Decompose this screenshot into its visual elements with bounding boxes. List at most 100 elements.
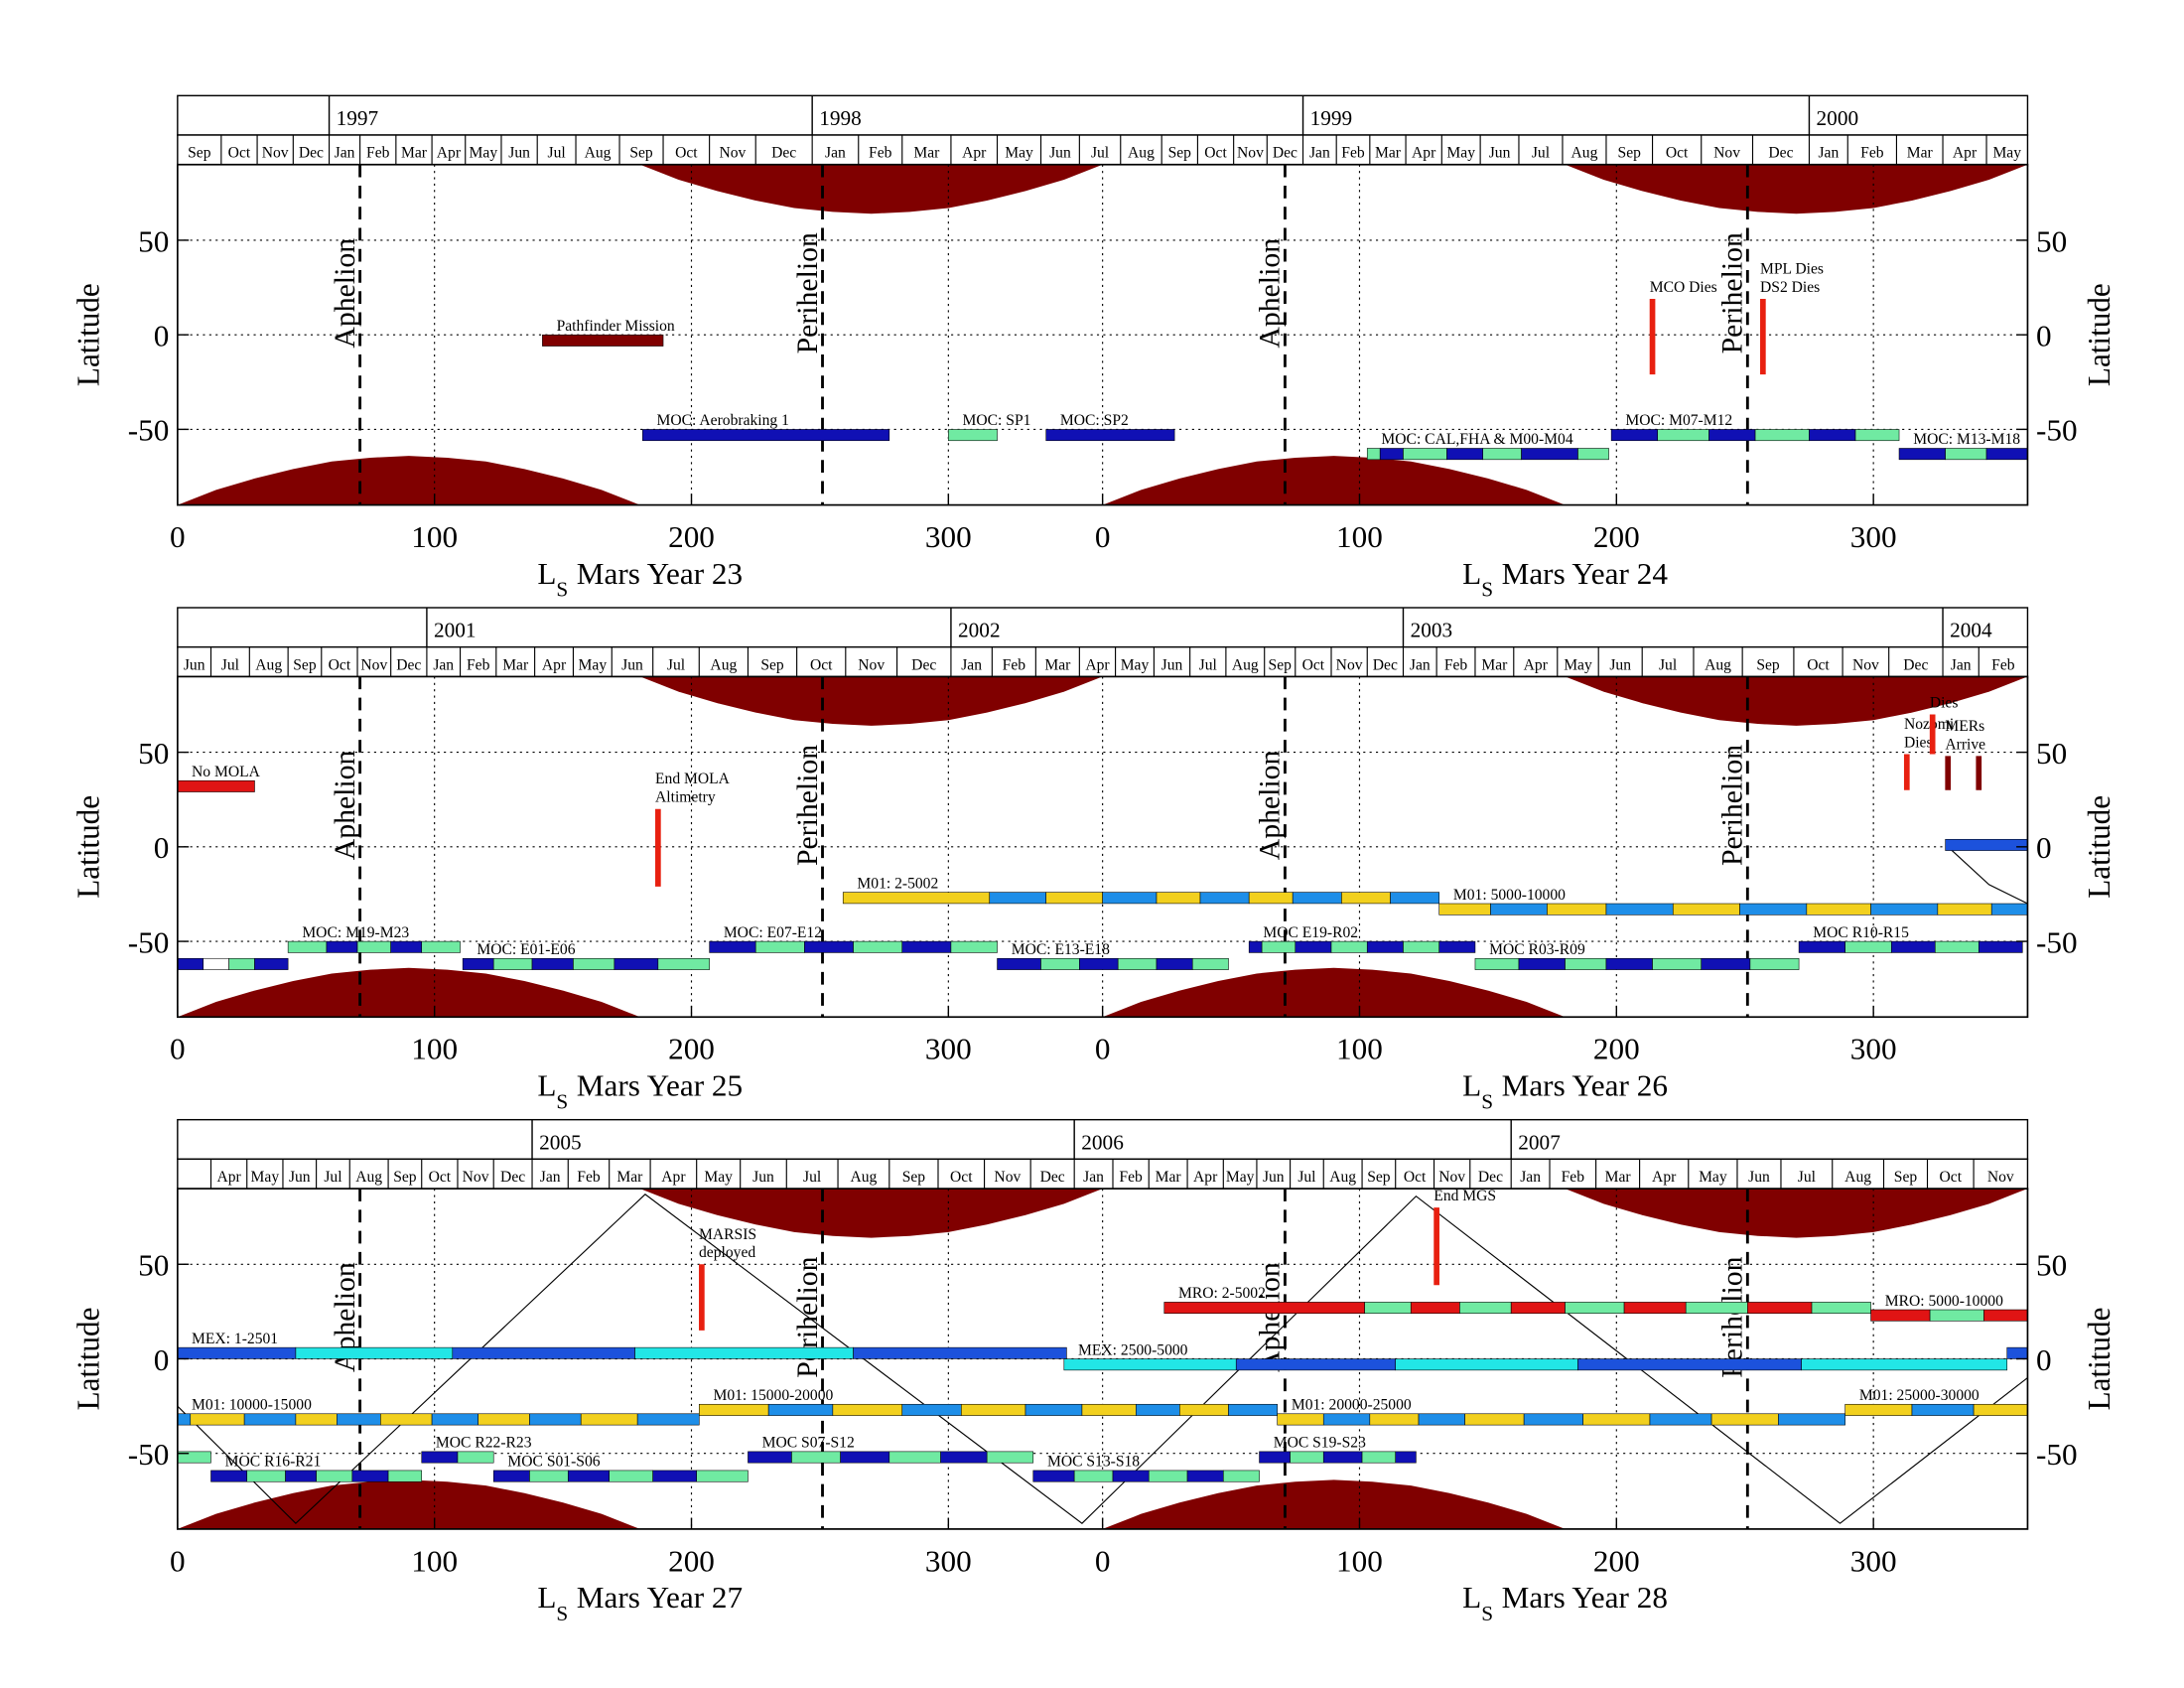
track-segment	[529, 1413, 582, 1426]
month-label: Oct	[675, 145, 698, 162]
x-tick-label: 100	[411, 519, 458, 554]
plot: Aphelion Perihelion Aphelion Perihelion No M…	[177, 676, 2028, 1018]
orbit-line	[177, 1194, 2028, 1524]
month-label: Jan	[1083, 1169, 1104, 1186]
track-segment	[1945, 448, 1987, 461]
track-segment	[1248, 892, 1294, 905]
x-axis-title: Mars Year 28	[1502, 1580, 1668, 1615]
track-segment	[1474, 957, 1520, 970]
year-label: 2005	[539, 1130, 582, 1154]
month-label: Nov	[1852, 656, 1879, 673]
month-label: Jun	[752, 1169, 774, 1186]
track-segment	[1582, 1413, 1651, 1426]
track-segment	[652, 1470, 697, 1482]
x-tick-label: 300	[1850, 519, 1897, 554]
month-label: Mar	[1375, 145, 1402, 162]
x-tick-label: 200	[1593, 1543, 1640, 1578]
track-segment	[609, 1470, 653, 1482]
month-label: Jul	[548, 145, 567, 162]
month-label: Jul	[324, 1169, 342, 1186]
month-label: Aug	[585, 145, 612, 162]
month-label: Jun	[289, 1169, 311, 1186]
season-label: Perihelion	[1716, 1256, 1749, 1377]
track-segment	[295, 1413, 338, 1426]
track-segment	[804, 940, 854, 953]
track-segment	[380, 1413, 433, 1426]
track-segment	[1685, 1302, 1748, 1315]
polar-night	[177, 1479, 640, 1529]
track-segment	[1565, 1302, 1625, 1315]
month-label: Feb	[1119, 1169, 1143, 1186]
month-label: Mar	[1605, 1169, 1632, 1186]
track-segment	[636, 1413, 700, 1426]
x-tick-label: 200	[668, 519, 715, 554]
x-tick-label: 300	[925, 519, 972, 554]
track-segment	[1364, 1302, 1412, 1315]
y-axis-label: Latitude	[70, 283, 105, 386]
y-tick-label: 50	[138, 223, 169, 258]
x-tick-label: 100	[1336, 519, 1383, 554]
track-segment	[1801, 1358, 2008, 1371]
track-segment	[457, 1451, 494, 1464]
x-tick-label: 0	[170, 1543, 186, 1578]
track-segment	[1937, 903, 1992, 915]
x-tick-label: 100	[1336, 1032, 1383, 1066]
month-label: Sep	[393, 1169, 417, 1186]
x-tick-label: 300	[925, 1032, 972, 1066]
track-segment	[316, 1470, 353, 1482]
month-row	[177, 134, 2029, 167]
track-label: MOC S07-S12	[762, 1435, 855, 1452]
track-segment	[1565, 957, 1607, 970]
month-label: Jul	[1199, 656, 1218, 673]
track-segment	[1844, 1403, 1913, 1416]
track-label: MOC R22-R23	[436, 1435, 532, 1452]
track-segment	[1032, 1470, 1075, 1482]
year-row	[177, 94, 2029, 136]
y-axis-label-right: Latitude	[2082, 283, 2116, 386]
month-label: Feb	[869, 145, 892, 162]
month-label: Dec	[911, 656, 936, 673]
track-segment	[177, 957, 205, 970]
track-segment	[1990, 903, 2028, 915]
month-label: Dec	[500, 1169, 525, 1186]
track-label: M01: 15000-20000	[713, 1387, 833, 1404]
track-segment	[421, 940, 461, 953]
x-tick-label: 0	[170, 1032, 186, 1066]
y-tick-label-right: 50	[2036, 223, 2067, 258]
track-segment	[1199, 892, 1250, 905]
track-segment	[1063, 1358, 1237, 1371]
track-segment	[1798, 940, 1845, 953]
month-label: Oct	[1302, 656, 1325, 673]
track-label: MOC R03-R09	[1489, 941, 1585, 958]
track-segment	[948, 429, 998, 442]
month-label: Jan	[1309, 145, 1330, 162]
ls-symbol: L	[1462, 1580, 1481, 1615]
track-segment	[791, 1451, 841, 1464]
year-label: 2006	[1081, 1130, 1124, 1154]
x-tick-label: 200	[1593, 1032, 1640, 1066]
y-tick-label-right: -50	[2036, 924, 2078, 959]
year-label: 1997	[337, 106, 379, 130]
track-segment	[1978, 940, 2023, 953]
track-segment	[1418, 1413, 1465, 1426]
track-label: MOC: E07-E12	[724, 924, 822, 941]
track-label: M01: 25000-30000	[1859, 1387, 1979, 1404]
track-segment	[1040, 957, 1080, 970]
month-label: Dec	[771, 145, 796, 162]
month-label: Jul	[1798, 1169, 1817, 1186]
ls-subscript: S	[1481, 1602, 1493, 1625]
month-label: Sep	[188, 145, 211, 162]
y-tick-label-right: 50	[2036, 1248, 2067, 1283]
event-label: End MGS	[1433, 1188, 1496, 1204]
track-label: MOC: M19-M23	[302, 924, 409, 941]
month-label: Dec	[396, 656, 421, 673]
panel: 2005 2006 2007 Apr May Jun Jul Aug Sep Oct Nov Dec J…	[70, 1118, 2116, 1625]
track-segment	[1898, 448, 1946, 461]
track-segment	[1390, 892, 1440, 905]
season-label: Perihelion	[791, 232, 824, 353]
x-axis-label: LS Mars Year 28	[1462, 1580, 1668, 1625]
track-segment	[1361, 1451, 1397, 1464]
track-segment	[1148, 1470, 1188, 1482]
track-segment	[1749, 957, 1800, 970]
season-label: Aphelion	[329, 750, 361, 860]
